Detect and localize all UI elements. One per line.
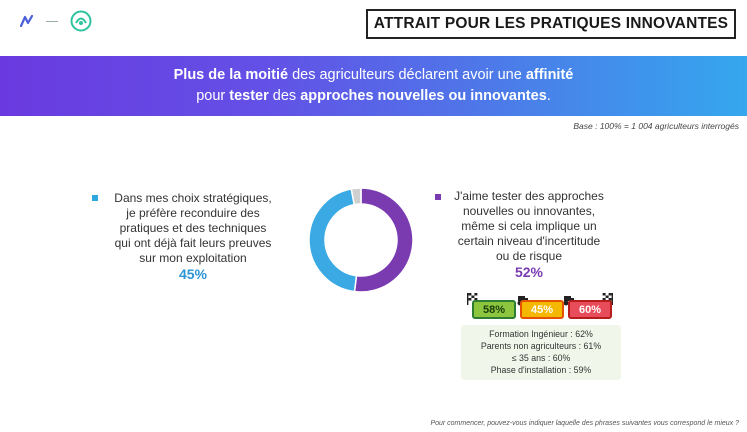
headline-line-1: Plus de la moitié des agriculteurs décla… bbox=[173, 67, 574, 83]
brand-logo-icon bbox=[20, 15, 34, 27]
donut-chart bbox=[308, 187, 414, 293]
segment-badges: 58% 45% 60% bbox=[466, 292, 616, 320]
base-note: Base : 100% = 1 004 agriculteurs interro… bbox=[573, 121, 739, 131]
badge-red: 60% bbox=[568, 300, 612, 319]
partner-logo-icon bbox=[70, 10, 92, 32]
question-footnote: Pour commencer, pouvez-vous indiquer laq… bbox=[430, 420, 739, 427]
logo-separator bbox=[46, 20, 58, 22]
headline-line-2: pour tester des approches nouvelles ou i… bbox=[196, 88, 551, 104]
legend-bullet-blue bbox=[92, 195, 98, 201]
stat-line: Parents non agriculteurs : 61% bbox=[480, 341, 602, 351]
answer-line: ou de risque bbox=[495, 249, 563, 263]
answer-line: nouvelles ou innovantes, bbox=[462, 204, 596, 218]
answer-line: Dans mes choix stratégiques, bbox=[114, 191, 272, 205]
answer-percent: 45% bbox=[178, 266, 208, 282]
headline-banner: Plus de la moitié des agriculteurs décla… bbox=[0, 56, 747, 116]
page-title: ATTRAIT POUR LES PRATIQUES INNOVANTES bbox=[366, 9, 736, 39]
answer-line: même si cela implique un bbox=[461, 219, 597, 233]
flag-finish-icon bbox=[602, 293, 613, 305]
stat-line: Phase d'installation : 59% bbox=[490, 365, 592, 375]
answer-line: pratiques et des techniques bbox=[119, 221, 267, 235]
answer-reconduire: Dans mes choix stratégiques, je préfère … bbox=[88, 191, 298, 282]
badge-green: 58% bbox=[472, 300, 516, 319]
donut-slice-other bbox=[350, 187, 362, 206]
answer-line: je préfère reconduire des bbox=[126, 206, 260, 220]
answer-percent: 52% bbox=[514, 264, 544, 280]
segment-stats: Formation Ingénieur : 62% Parents non ag… bbox=[461, 325, 621, 380]
stat-line: Formation Ingénieur : 62% bbox=[489, 329, 593, 339]
legend-bullet-purple bbox=[435, 194, 441, 200]
logos bbox=[20, 10, 92, 32]
answer-line: certain niveau d'incertitude bbox=[457, 234, 601, 248]
stat-line: ≤ 35 ans : 60% bbox=[511, 353, 571, 363]
donut-slice-tester bbox=[353, 187, 414, 293]
answer-tester: J'aime tester des approches nouvelles ou… bbox=[444, 189, 614, 280]
answer-line: qui ont déjà fait leurs preuves bbox=[114, 236, 272, 250]
donut-slice-reconduire bbox=[308, 188, 358, 293]
answer-line: J'aime tester des approches bbox=[454, 189, 604, 203]
badge-yellow: 45% bbox=[520, 300, 564, 319]
answer-line: sur mon exploitation bbox=[139, 251, 247, 265]
flag-start-icon bbox=[467, 293, 478, 305]
